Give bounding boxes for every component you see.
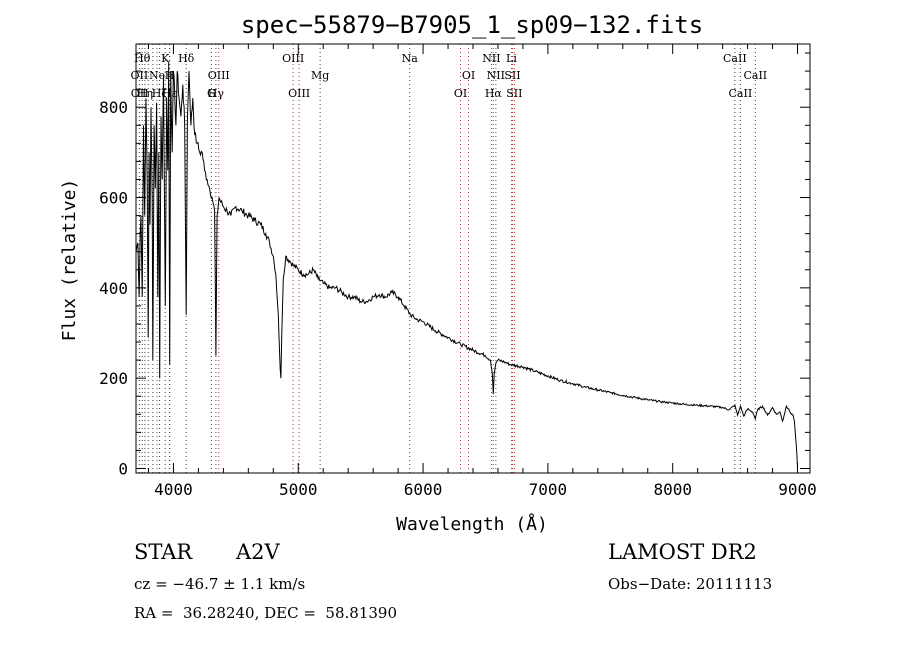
line-marker-label: Hδ [178, 52, 195, 65]
line-marker-label: OIII [282, 52, 304, 65]
line-marker-label: OII [131, 69, 149, 82]
chart-title: spec−55879−B7905_1_sp09−132.fits [241, 11, 703, 39]
line-marker-label: SII [504, 69, 520, 82]
line-marker-label: K [161, 52, 170, 65]
y-tick-label: 0 [118, 459, 128, 478]
x-axis-label: Wavelength (Å) [396, 513, 548, 535]
line-marker-label: Ne [149, 69, 165, 82]
line-marker-label: OIII [288, 87, 310, 100]
observation-date: Obs−Date: 20111113 [608, 575, 773, 593]
line-marker-label: Hε [162, 87, 178, 100]
y-axis: 0 200 400 600 800 [99, 52, 810, 478]
line-marker-label: Hθ [134, 52, 151, 65]
y-tick-label: 400 [99, 279, 128, 298]
line-marker-label: G [207, 87, 216, 100]
line-marker-label: Mg [311, 69, 329, 82]
line-marker-label: NII [482, 52, 500, 65]
line-marker-label: Na [402, 52, 419, 65]
line-marker-label: CaII [729, 87, 753, 100]
spectrum-line [135, 62, 798, 469]
line-marker-label: Hγ [208, 87, 225, 100]
line-marker-label: NII [487, 69, 505, 82]
x-axis: 4000 5000 6000 7000 8000 9000 [147, 44, 817, 499]
redshift-velocity: cz = −46.7 ± 1.1 km/s [134, 575, 306, 593]
line-marker-label: SII [506, 87, 522, 100]
x-tick-label: 6000 [404, 480, 443, 499]
line-marker-label: CaII [743, 69, 767, 82]
y-tick-label: 600 [99, 189, 128, 208]
line-marker-label: Hη [137, 87, 153, 100]
line-marker-label: Li [506, 52, 517, 65]
x-tick-label: 5000 [279, 480, 318, 499]
y-tick-label: 200 [99, 369, 128, 388]
sky-coordinates: RA = 36.28240, DEC = 58.81390 [134, 604, 398, 622]
survey-name: LAMOST DR2 [608, 540, 757, 564]
x-tick-label: 9000 [778, 480, 817, 499]
line-marker-label: H [165, 69, 175, 82]
x-tick-label: 8000 [653, 480, 692, 499]
x-tick-label: 7000 [529, 480, 568, 499]
x-tick-label: 4000 [154, 480, 193, 499]
line-marker-label: OI [454, 87, 467, 100]
plot-frame [135, 43, 811, 474]
object-class: STAR [134, 540, 193, 564]
line-marker-label: OII [131, 87, 149, 100]
line-marker-label: OI [462, 69, 475, 82]
line-marker-label: OIII [208, 69, 230, 82]
y-axis-label: Flux (relative) [59, 179, 80, 342]
spectral-line-markers [138, 44, 756, 473]
line-marker-label: Hα [485, 87, 503, 100]
object-subclass: A2V [236, 540, 280, 564]
spectral-line-labels: OIIOIIHθHηNeHζKHHεHδHγGOIIIOIIIOIIIMgNaO… [131, 52, 768, 100]
y-tick-label: 800 [99, 98, 128, 117]
line-marker-label: CaII [723, 52, 747, 65]
